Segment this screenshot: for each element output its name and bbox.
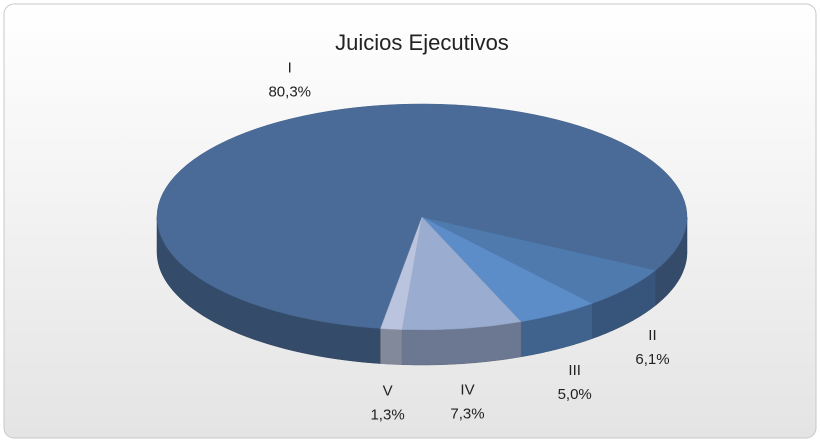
slice-value-label: 80,3% xyxy=(268,83,311,100)
slice-label: I xyxy=(288,59,292,76)
slice-value-label: 1,3% xyxy=(370,406,404,423)
slice-label: IV xyxy=(460,382,474,399)
slice-label: II xyxy=(648,327,656,344)
slice-value-label: 5,0% xyxy=(558,386,592,403)
slice-label: III xyxy=(568,362,581,379)
chart-title: Juicios Ejecutivos xyxy=(335,30,509,55)
pie-slice xyxy=(401,216,522,331)
pie-slice xyxy=(156,103,688,329)
slice-value-label: 6,1% xyxy=(635,351,669,368)
slice-label: V xyxy=(383,382,393,399)
slice-value-label: 7,3% xyxy=(450,406,484,423)
pie-slice xyxy=(380,216,423,330)
pie xyxy=(156,103,688,366)
pie-side xyxy=(380,328,403,365)
